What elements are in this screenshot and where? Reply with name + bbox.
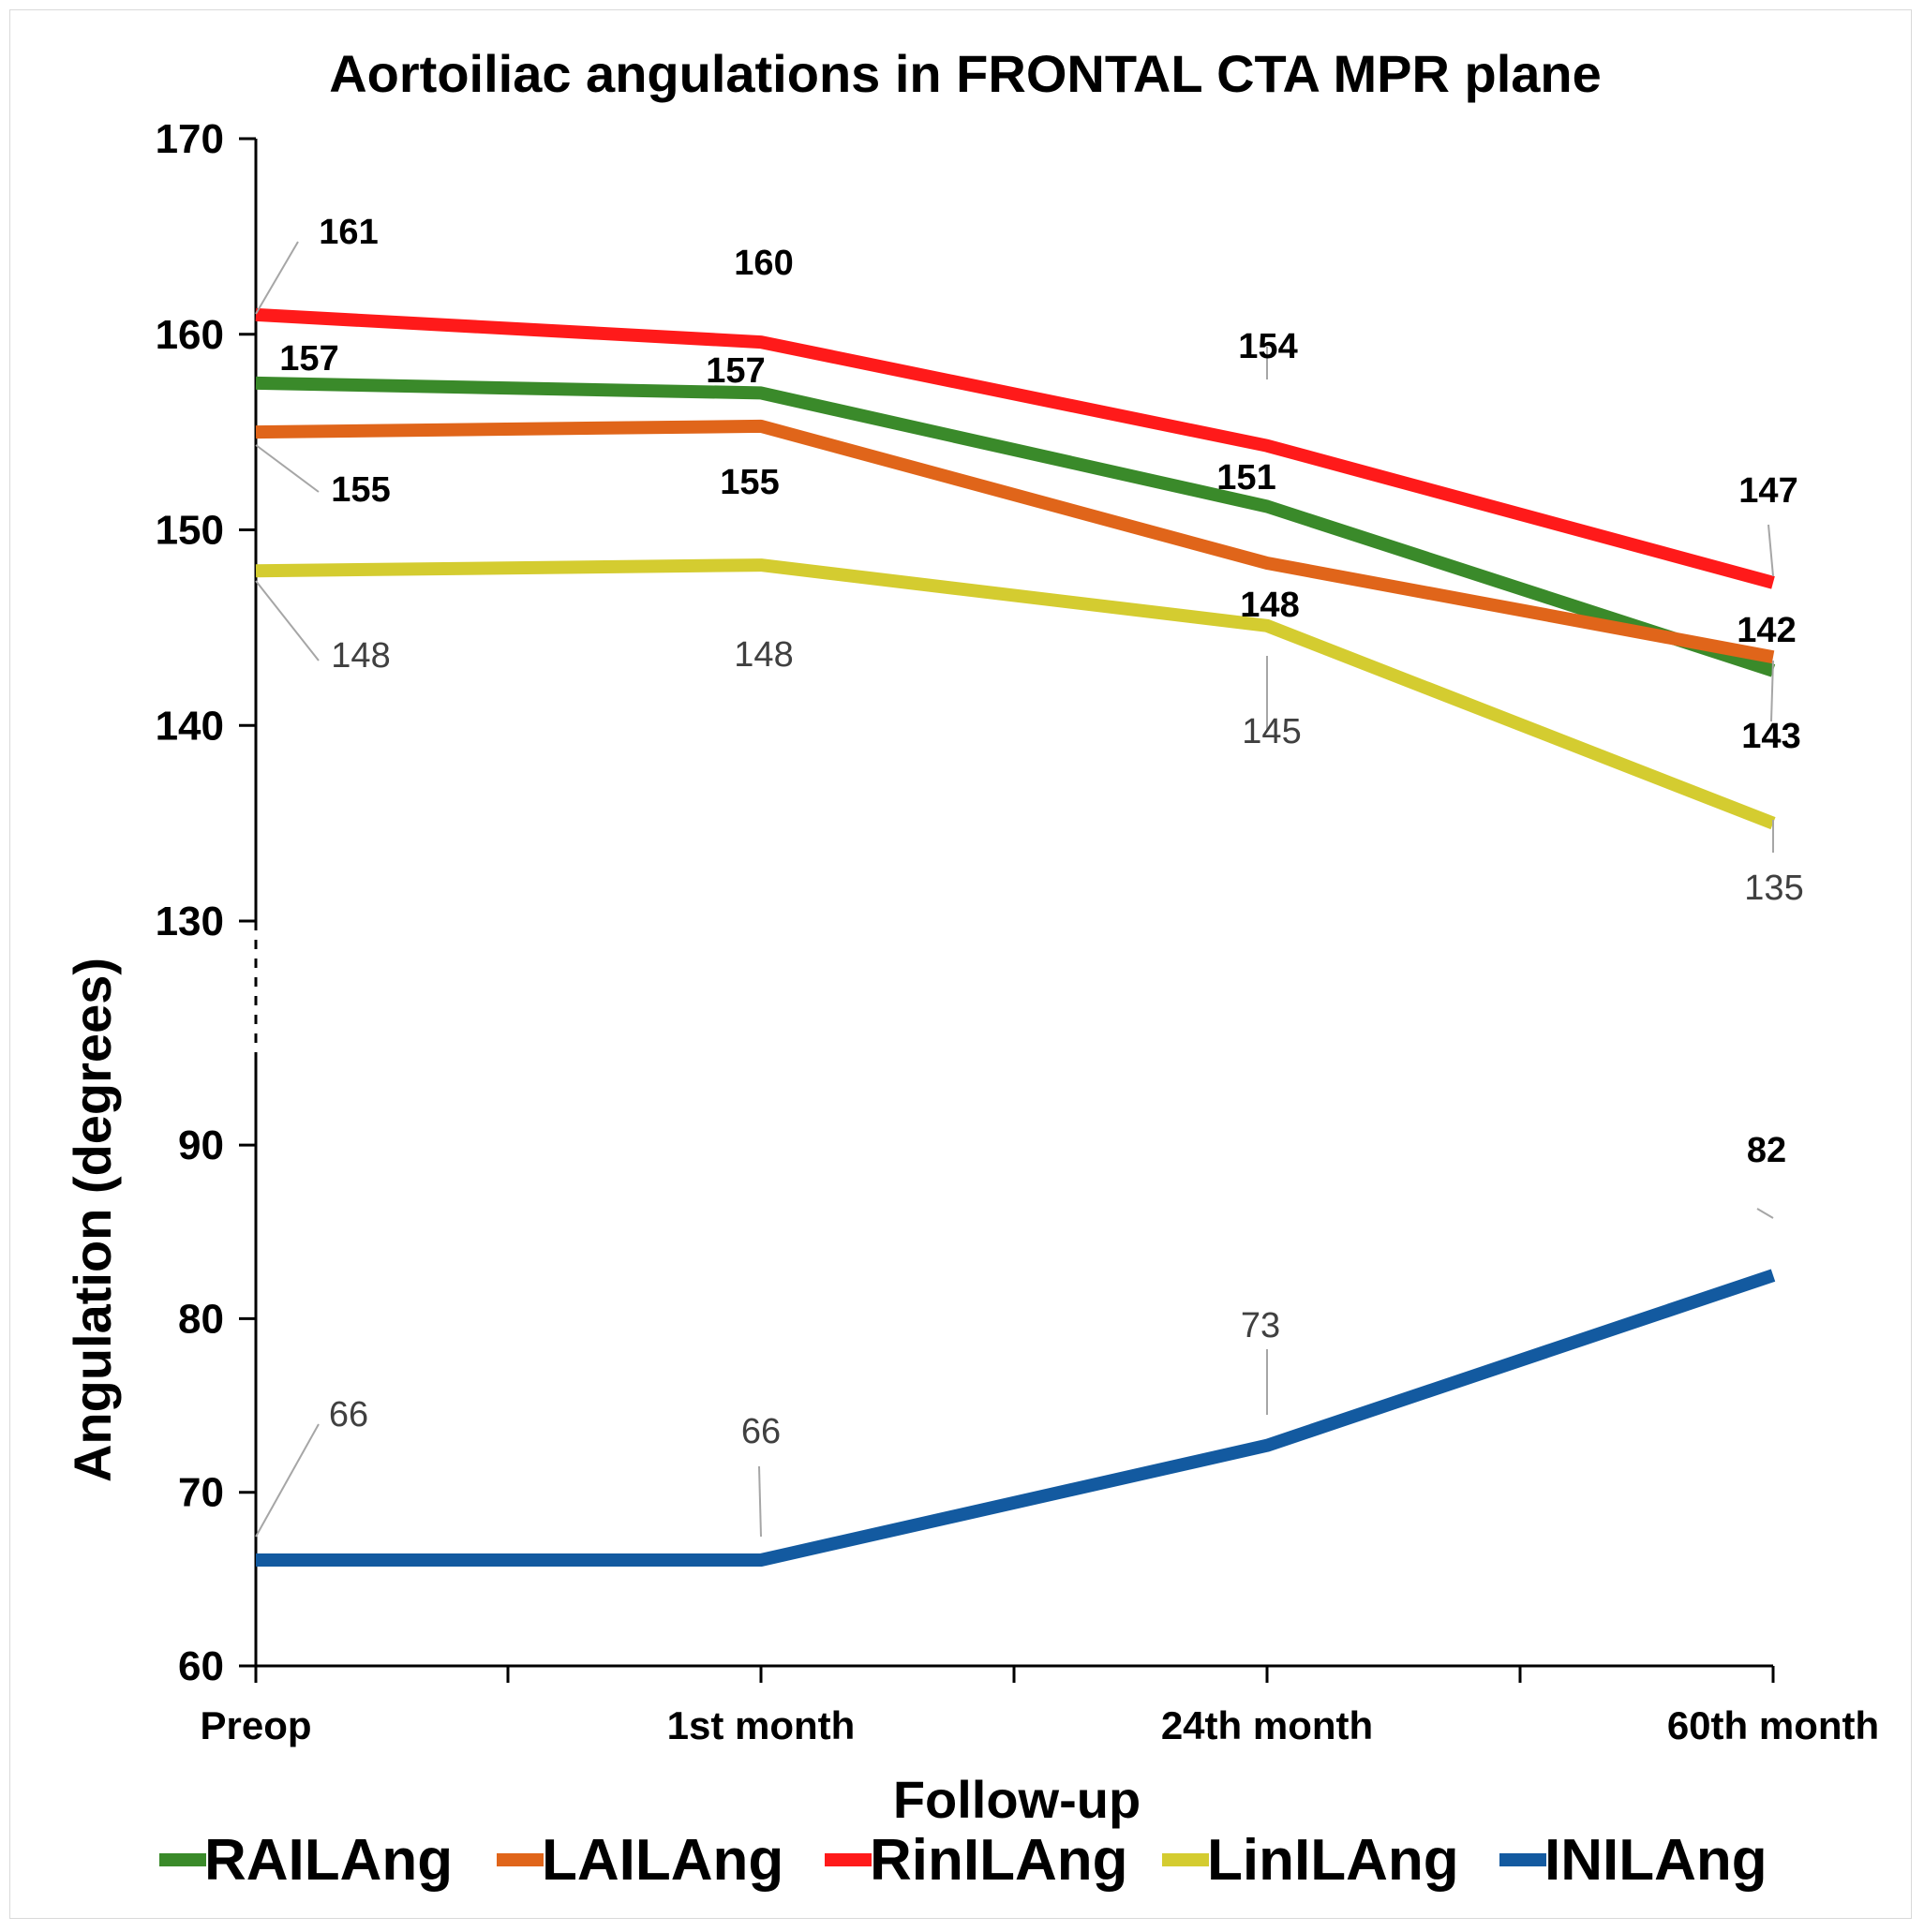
data-label-lailang: 148 [1240,586,1299,625]
data-label-leader [1767,524,1774,577]
axes: 60 70 80 90 130 140 150 160 170 Preop 1st month 24t… [156,116,1880,1747]
series-line-railang [255,376,1776,677]
chart-title: Aortoiliac angulations in FRONTAL CTA MP… [329,44,1602,103]
data-label-inilang: 66 [741,1412,781,1451]
data-label-railang: 151 [1216,458,1275,498]
data-label-leader [255,1423,320,1538]
y-tick-label: 90 [178,1122,224,1168]
legend-label-linilang: LinILAng [1207,1828,1459,1893]
data-label-railang: 157 [279,339,338,379]
data-label-rinilang: 160 [734,244,793,283]
series-line-linilang [255,558,1776,830]
legend-label-rinilang: RinILAng [870,1828,1128,1893]
data-label-leader [758,1465,762,1538]
data-label-rinilang: 161 [319,213,378,252]
chart-frame [9,9,1912,1919]
data-label-leader [255,444,320,493]
data-label-lailang: 155 [720,463,779,502]
series-line-rinilang [255,307,1775,589]
data-label-railang: 157 [706,351,765,391]
y-tick-label: 130 [156,899,224,944]
y-tick-label: 160 [156,312,224,358]
data-label-leader [1756,1208,1774,1219]
series-line-lailang [255,419,1775,664]
x-tick-label: Preop [200,1703,311,1747]
data-label-leader [255,580,320,661]
y-axis-label: Angulation (degrees) [63,958,122,1482]
legend-label-lailang: LAILAng [542,1828,783,1893]
data-label-inilang: 73 [1241,1306,1280,1345]
legend-label-inilang: INILAng [1544,1828,1767,1893]
y-tick-label: 150 [156,508,224,554]
series-lines [255,307,1776,1567]
data-label-linilang: 135 [1744,869,1803,908]
data-label-rinilang: 154 [1238,327,1297,366]
y-tick-label: 70 [178,1470,224,1516]
data-label-linilang: 148 [734,635,793,675]
data-label-rinilang: 147 [1738,471,1797,511]
y-tick-label: 140 [156,703,224,749]
data-label-inilang: 66 [329,1395,368,1434]
data-label-lailang: 142 [1737,611,1796,650]
data-label-railang: 143 [1741,717,1800,756]
x-tick-label: 60th month [1667,1703,1879,1747]
x-axis-label: Follow-up [893,1770,1141,1829]
x-tick-label: 1st month [667,1703,856,1747]
data-label-leader [1770,660,1774,722]
data-label-inilang: 82 [1747,1131,1786,1170]
x-tick-label: 24th month [1161,1703,1373,1747]
y-tick-label: 80 [178,1296,224,1342]
y-tick-label: 170 [156,116,224,162]
data-label-leader [255,241,299,315]
y-tick-label: 60 [178,1643,224,1689]
data-label-lailang: 155 [331,470,390,510]
legend: RAILAng LAILAng RinILAng LinILAng INILAng [159,1828,1767,1893]
legend-label-railang: RAILAng [204,1828,453,1893]
data-labels: 157 157 151 143 155 155 148 142 161 160 154 147 148 1… [255,213,1804,1538]
data-label-linilang: 148 [331,636,390,676]
series-line-inilang [256,1269,1776,1567]
data-label-linilang: 145 [1242,712,1301,751]
